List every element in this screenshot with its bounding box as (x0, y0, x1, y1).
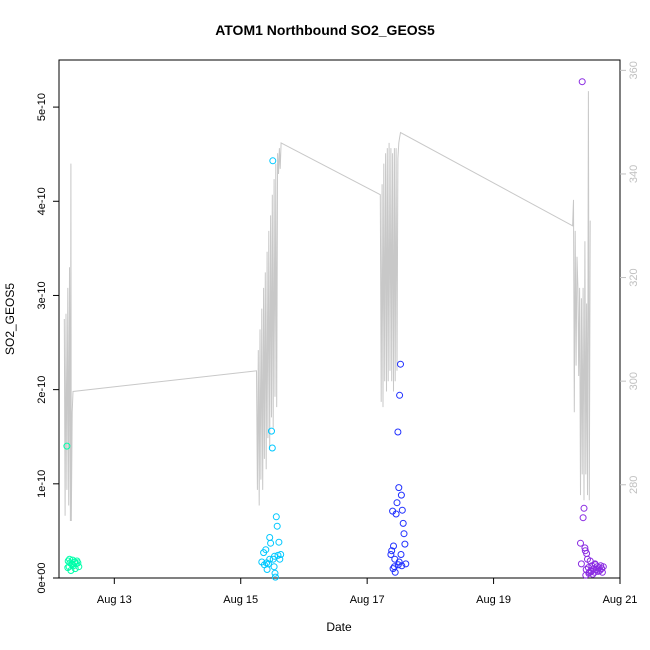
y-tick-label: 4e-10 (36, 187, 48, 215)
y2-tick-label: 360 (628, 61, 640, 79)
data-point (389, 565, 397, 573)
x-tick-label: Aug 17 (350, 594, 385, 606)
data-point (397, 360, 404, 368)
series-line (63, 91, 591, 522)
data-point (398, 506, 406, 514)
x-axis-label: Date (326, 620, 352, 634)
x-tick-label: Aug 21 (603, 594, 638, 606)
scatter-points-layer (63, 78, 607, 581)
y-tick-label: 2e-10 (36, 376, 48, 404)
data-point (75, 563, 83, 571)
data-point (268, 427, 275, 435)
data-point (580, 504, 588, 512)
data-point (397, 491, 405, 499)
y-axis-right: 280 300 320 340 360 (620, 61, 640, 494)
data-point (387, 551, 395, 558)
data-point (581, 547, 589, 555)
x-tick-label: Aug 13 (97, 594, 132, 606)
data-point (395, 484, 403, 492)
data-point (277, 551, 285, 558)
data-point (268, 444, 276, 452)
data-point (263, 566, 271, 573)
plot-frame (58, 59, 621, 579)
y2-tick-label: 340 (628, 165, 640, 183)
y-axis-left: 0e+00 1e-10 2e-10 3e-10 4e-10 5e-10 (36, 93, 59, 593)
y-tick-label: 1e-10 (36, 470, 48, 498)
data-point (391, 555, 399, 563)
data-point (599, 563, 607, 571)
data-point (578, 78, 586, 86)
y-tick-label: 0e+00 (36, 563, 48, 594)
y-tick-label: 5e-10 (36, 93, 48, 121)
data-point (275, 538, 283, 546)
y2-tick-label: 320 (628, 268, 640, 286)
data-point (400, 530, 408, 538)
data-point (270, 563, 278, 571)
y2-tick-label: 300 (628, 372, 640, 390)
data-point (397, 551, 405, 558)
x-axis: Aug 13 Aug 15 Aug 17 Aug 19 Aug 21 (97, 578, 638, 606)
data-point (598, 565, 606, 573)
data-point (271, 573, 279, 581)
data-point (66, 555, 73, 563)
data-point (262, 546, 270, 554)
data-point (391, 568, 399, 576)
data-point (396, 391, 404, 399)
data-point (63, 442, 71, 450)
data-point (276, 555, 284, 563)
data-point (263, 559, 271, 567)
data-point (401, 540, 409, 548)
data-point (269, 157, 277, 165)
chart-title: ATOM1 Northbound SO2_GEOS5 (215, 22, 435, 38)
y-axis-label: SO2_GEOS5 (3, 283, 17, 355)
data-point (266, 534, 274, 541)
y-tick-label: 3e-10 (36, 281, 48, 309)
data-point (393, 499, 401, 507)
data-point (591, 560, 599, 568)
data-point (272, 513, 280, 521)
data-point (273, 522, 281, 530)
data-point (402, 560, 410, 568)
data-point (394, 428, 402, 436)
data-point (577, 560, 585, 568)
data-point (390, 542, 397, 550)
data-point (577, 539, 584, 547)
data-point (388, 547, 396, 555)
y2-tick-label: 280 (628, 476, 640, 494)
data-point (71, 558, 79, 566)
data-point (399, 519, 407, 527)
x-tick-label: Aug 19 (476, 594, 511, 606)
data-point (392, 510, 400, 518)
x-tick-label: Aug 15 (223, 594, 258, 606)
data-point (267, 539, 275, 547)
data-point (579, 514, 587, 522)
data-point (398, 562, 406, 570)
data-point (271, 569, 279, 577)
data-point (271, 552, 278, 560)
data-point (588, 567, 595, 575)
right-axis-line-layer (63, 91, 591, 522)
